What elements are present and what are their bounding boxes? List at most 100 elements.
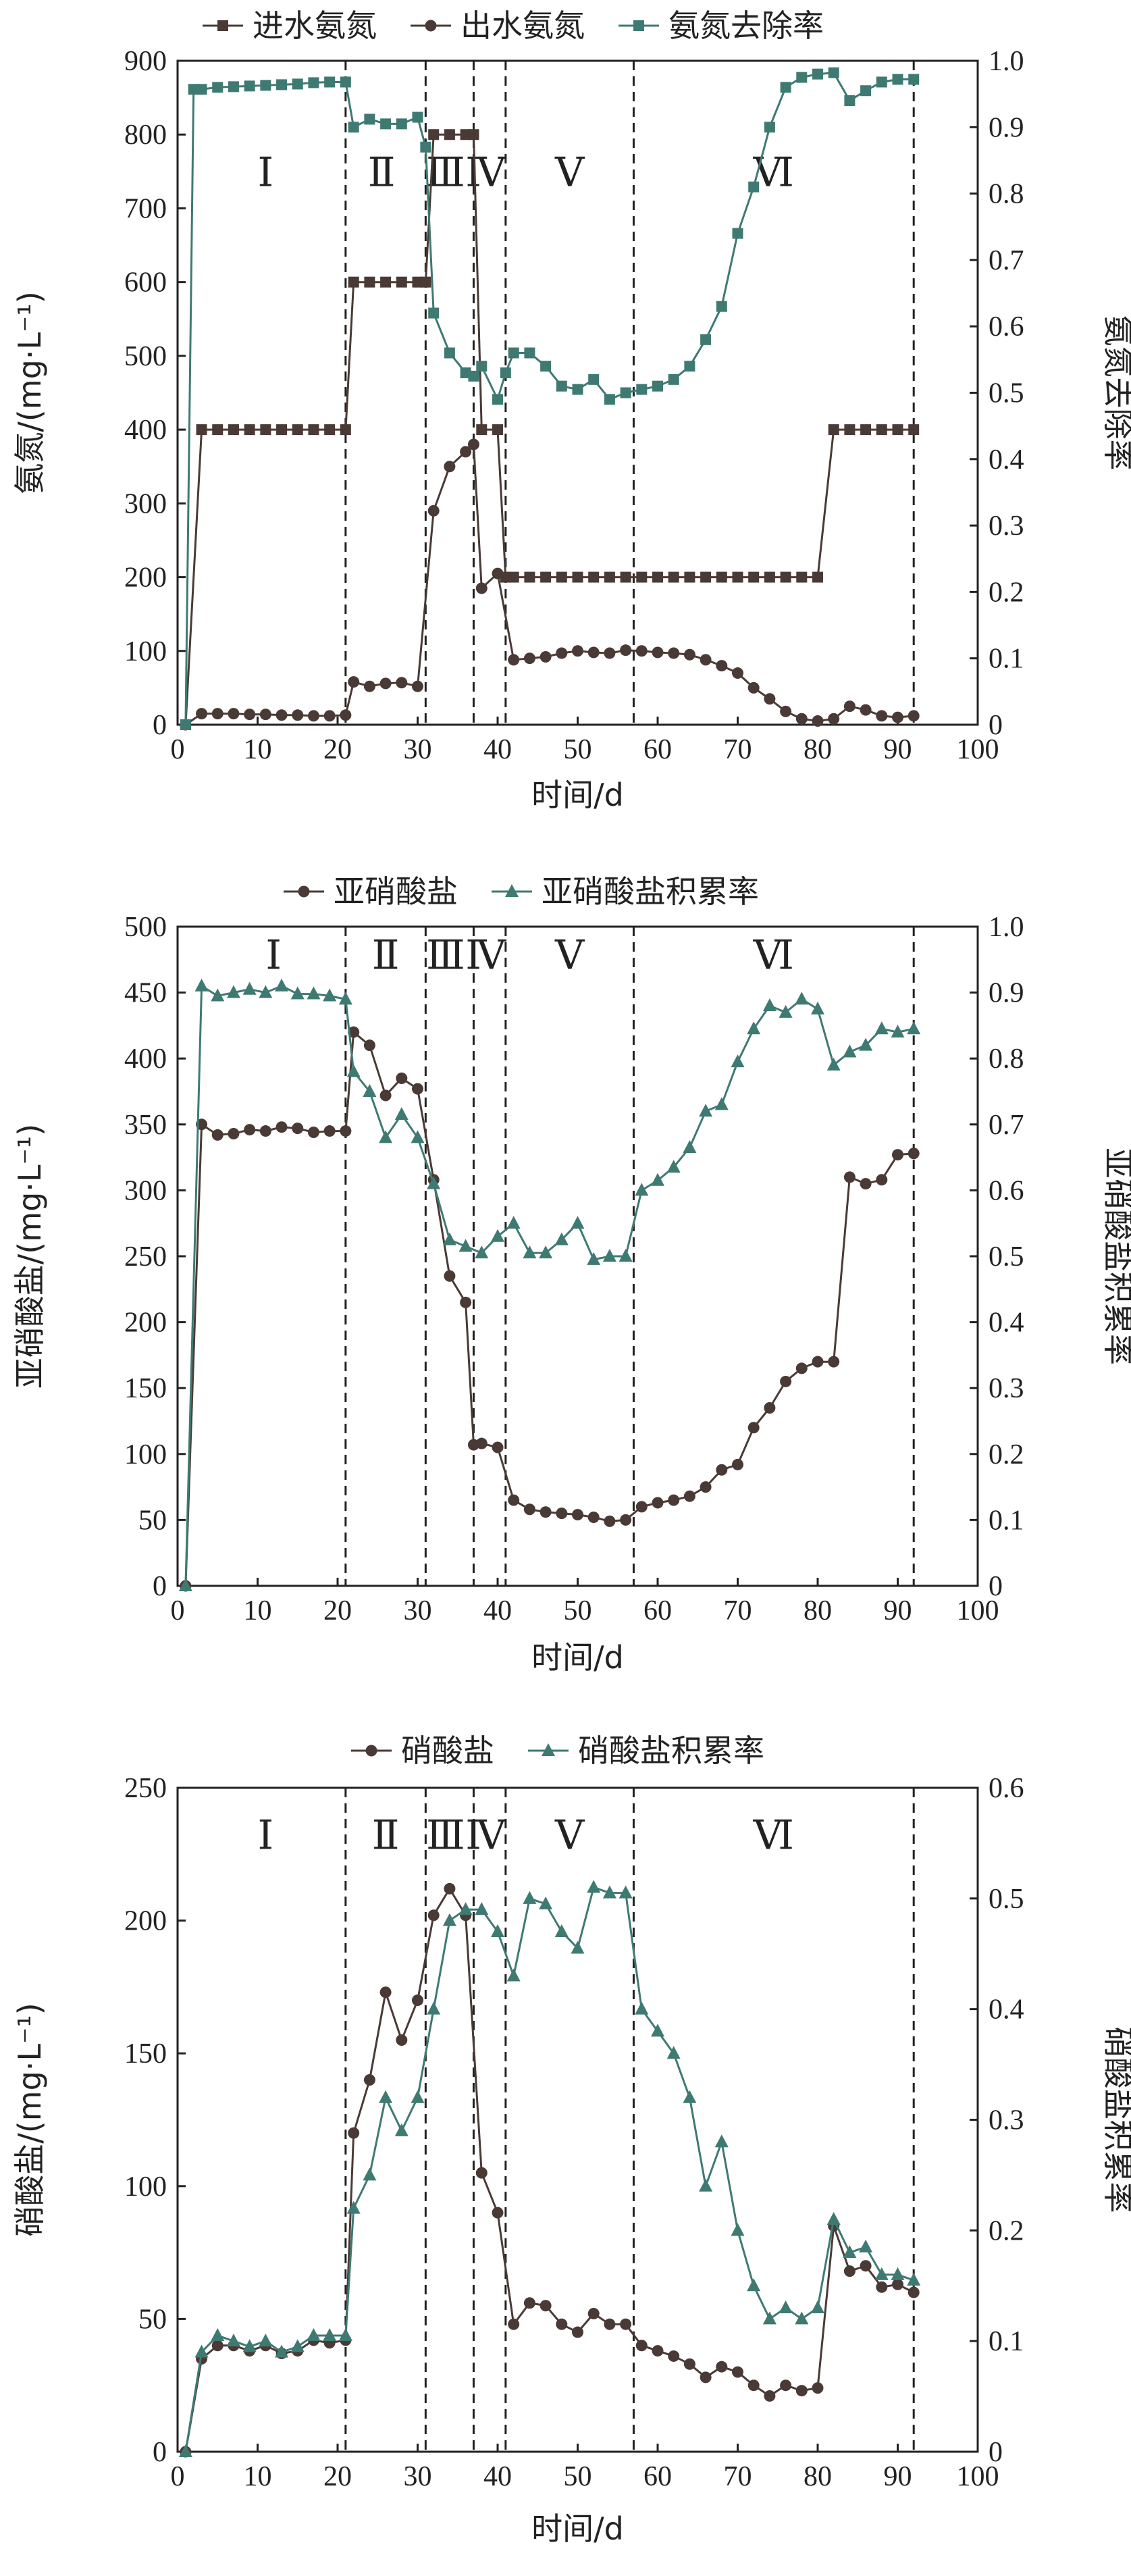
series-line <box>185 442 914 726</box>
y-tick-label: 400 <box>124 415 167 446</box>
legend-entry: 亚硝酸盐 <box>334 873 458 910</box>
data-point <box>635 2340 648 2352</box>
data-point <box>795 991 809 1005</box>
data-point <box>427 2001 441 2015</box>
data-point <box>891 2267 905 2280</box>
data-point <box>308 424 319 436</box>
y-tick-label: 800 <box>124 120 167 151</box>
data-point <box>475 582 488 594</box>
data-point <box>346 2200 361 2214</box>
y-tick-label: 100 <box>124 1439 167 1470</box>
data-point <box>874 2267 889 2280</box>
x-tick-label: 80 <box>804 734 832 765</box>
data-point <box>619 1885 633 1899</box>
data-point <box>458 1902 473 1915</box>
data-point <box>211 988 225 1002</box>
x-tick-label: 10 <box>244 1595 272 1626</box>
series-1-3 <box>180 67 920 730</box>
phase-label: Ⅴ <box>554 933 585 977</box>
x-tick-label: 0 <box>171 1595 185 1626</box>
y-right-tick-label: 0.2 <box>989 2215 1024 2246</box>
legend: 硝酸盐 硝酸盐积累率 <box>351 1732 764 1769</box>
data-point <box>348 2127 360 2139</box>
x-tick-label: 80 <box>804 1595 832 1626</box>
data-point <box>260 80 271 91</box>
legend: 亚硝酸盐 亚硝酸盐积累率 <box>284 873 759 910</box>
data-point <box>651 2024 664 2037</box>
series-1-1 <box>180 129 920 730</box>
data-point <box>620 571 631 583</box>
y-right-tick-label: 0.4 <box>989 1308 1024 1339</box>
data-point <box>308 77 319 88</box>
data-point <box>876 2281 888 2293</box>
data-point <box>194 978 209 991</box>
data-point <box>259 709 271 721</box>
data-point <box>338 991 352 1005</box>
x-tick-label: 50 <box>564 734 592 765</box>
data-point <box>379 1089 392 1102</box>
y-tick-label: 200 <box>124 1308 167 1339</box>
data-point <box>475 1437 488 1449</box>
data-point <box>604 394 615 405</box>
data-point <box>444 347 455 359</box>
data-point <box>795 2385 808 2397</box>
data-point <box>508 347 519 359</box>
data-point <box>796 72 808 83</box>
data-point <box>668 571 679 583</box>
data-point <box>732 571 743 583</box>
y-tick-label: 300 <box>124 1175 167 1206</box>
data-point <box>475 2167 488 2179</box>
data-point <box>860 704 872 716</box>
x-tick-label: 10 <box>244 734 272 765</box>
data-point <box>259 2334 273 2347</box>
data-point <box>468 129 479 140</box>
data-point <box>178 1578 192 1591</box>
data-point <box>828 713 840 725</box>
data-point <box>363 2074 375 2086</box>
y-right-tick-label: 0.3 <box>989 2105 1024 2136</box>
data-point <box>700 2371 712 2384</box>
data-point <box>260 424 271 436</box>
data-point <box>683 2358 695 2370</box>
y-tick-label: 500 <box>124 341 167 372</box>
data-point <box>244 424 255 436</box>
x-tick-label: 90 <box>884 734 912 765</box>
y-axis-label: 氨氮/(mg·L⁻¹) <box>11 291 48 494</box>
x-axis-label: 时间/d <box>531 2510 624 2547</box>
data-point <box>379 2090 393 2103</box>
legend-marker <box>505 884 519 897</box>
data-point <box>780 2379 792 2392</box>
data-point <box>860 1178 872 1190</box>
x-tick-label: 70 <box>724 734 752 765</box>
x-tick-label: 20 <box>323 2461 352 2492</box>
y-tick-label: 0 <box>153 710 167 741</box>
data-point <box>747 681 760 694</box>
phase-label: Ⅴ <box>554 1813 585 1857</box>
data-point <box>508 1494 520 1506</box>
data-point <box>571 1216 585 1229</box>
x-axis-label: 时间/d <box>531 777 624 813</box>
legend-marker <box>217 20 228 31</box>
data-point <box>523 2297 535 2309</box>
data-point <box>307 986 321 1000</box>
data-point <box>180 719 191 730</box>
data-point <box>908 1148 920 1160</box>
legend-marker <box>542 1743 555 1756</box>
data-point <box>844 95 856 106</box>
y-right-tick-label: 0.7 <box>989 245 1024 276</box>
y-tick-label: 900 <box>124 46 167 77</box>
series-line <box>184 1886 914 2452</box>
series-1-2 <box>180 438 920 731</box>
data-point <box>475 1902 489 1915</box>
data-point <box>228 81 239 93</box>
chart-2: 0 10 20 30 40 50 60 70 80 90 100050100150200250300… <box>11 873 1131 1676</box>
data-point <box>211 1129 223 1141</box>
x-tick-label: 70 <box>724 2461 752 2492</box>
data-point <box>731 2223 745 2236</box>
data-point <box>907 2273 921 2286</box>
y-right-axis-label: 氨氮去除率 <box>1100 315 1131 471</box>
data-point <box>379 677 392 690</box>
x-tick-label: 60 <box>643 1595 672 1626</box>
data-point <box>683 648 695 661</box>
